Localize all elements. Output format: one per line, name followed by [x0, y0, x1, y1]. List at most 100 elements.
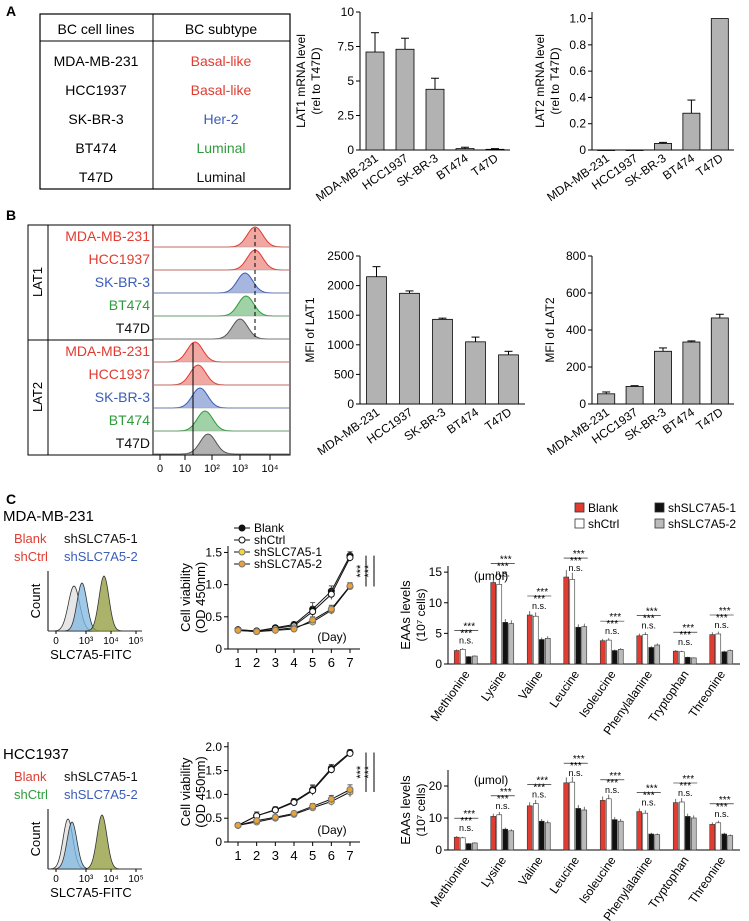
- series-point-shCtrl: [346, 749, 354, 757]
- significance-label: ***: [719, 795, 731, 806]
- bar-shCtrl: [642, 812, 649, 851]
- y-tick-label: 10: [341, 5, 355, 19]
- series-point-shSLC7A5-2: [290, 809, 298, 817]
- table-cell-line: BT474: [75, 140, 116, 156]
- y-tick-label: 7.5: [337, 40, 354, 54]
- histogram-row-label: T47D: [116, 435, 150, 451]
- histogram-x-tick-label: 10: [179, 463, 191, 475]
- bar-shSLC7A5-1: [538, 639, 545, 665]
- ns-label: n.s.: [495, 569, 510, 579]
- significance-label: ***: [679, 630, 691, 641]
- significance-label: ***: [570, 761, 582, 772]
- x-tick-label: 3: [272, 848, 279, 863]
- x-tick-label: T47D: [469, 151, 501, 179]
- y-tick-label: 500: [334, 367, 354, 381]
- y-tick-label: 0: [579, 397, 586, 411]
- significance-label: ***: [363, 564, 375, 578]
- y-axis-label: EAAs levels: [398, 580, 413, 650]
- bar-HCC1937: [625, 386, 644, 405]
- histogram-x-tick-label: 10²: [204, 463, 220, 475]
- ns-label: n.s.: [495, 801, 510, 811]
- significance-label: ***: [533, 783, 545, 794]
- bar-shCtrl: [496, 584, 503, 665]
- y-tick-label: 2.5: [337, 109, 354, 123]
- significance-label: ***: [716, 613, 728, 624]
- x-tick-label: Leucine: [547, 853, 583, 896]
- significance-label: ***: [573, 549, 585, 560]
- table-header-cell-lines: BC cell lines: [57, 21, 134, 37]
- bar-SK-BR-3: [654, 350, 672, 405]
- table-cell-line: T47D: [79, 169, 113, 185]
- legend-marker: [238, 548, 246, 556]
- y-axis-label: MFI of LAT2: [543, 297, 557, 362]
- y-tick-label: 2.0: [205, 740, 222, 754]
- flow-x-tick-label: 10⁵: [128, 636, 143, 647]
- bar-shSLC7A5-2: [690, 657, 697, 665]
- table-cell-subtype: Her-2: [203, 111, 238, 127]
- y-tick-label: 0.6: [569, 64, 586, 78]
- legend-swatch: [654, 518, 665, 529]
- panel-label-a: A: [6, 3, 16, 19]
- ns-label: n.s.: [678, 637, 693, 647]
- significance-label: ***: [682, 623, 694, 634]
- bar-Blank: [490, 582, 497, 665]
- bar-shSLC7A5-2: [654, 834, 661, 851]
- flow-y-label: Count: [28, 821, 43, 856]
- bar-Blank: [709, 634, 716, 665]
- y-tick-label: 0: [215, 835, 222, 849]
- y-tick-label: 400: [566, 323, 586, 337]
- series-point-shSLC7A5-2: [253, 817, 261, 825]
- histogram-row-label: BT474: [109, 412, 150, 428]
- y-axis-label: MFI of LAT1: [303, 297, 317, 362]
- bar-shSLC7A5-2: [544, 822, 551, 851]
- series-point-shSLC7A5-2: [346, 786, 354, 794]
- histogram-panel: LAT1 LAT2 MDA-MB-231 HCC1937 SK-BR-3 BT474 T…: [27, 224, 291, 475]
- flow-legend-item: shSLC7A5-2: [64, 549, 138, 564]
- x-tick-label: 1: [234, 655, 241, 670]
- y-tick-label: 1.5: [205, 545, 222, 559]
- bar-shSLC7A5-2: [508, 623, 515, 665]
- significance-label: ***: [573, 754, 585, 765]
- bar-chart-lat1_mrna: 02.557.510MDA-MB-231HCC1937SK-BR-3BT474T…: [294, 5, 510, 204]
- bar-MDA-MB-231: [597, 149, 616, 151]
- histogram-x-tick-label: 10³: [232, 463, 248, 475]
- bar-shSLC7A5-2: [508, 830, 515, 851]
- x-tick-label: T47D: [693, 151, 725, 179]
- legend-marker: [238, 560, 246, 568]
- flow-legend-item: Blank: [14, 769, 47, 784]
- histogram-row-label: SK-BR-3: [95, 389, 150, 405]
- panel-label-c: C: [6, 491, 16, 507]
- y-tick-label: 0.5: [205, 610, 222, 624]
- y-tick-label: 5: [435, 626, 442, 640]
- significance-label: ***: [536, 587, 548, 598]
- y-tick-label: 0.2: [569, 117, 586, 131]
- x-tick-label: Lysine: [478, 853, 509, 889]
- series-point-shSLC7A5-2: [253, 628, 261, 636]
- bar-shSLC7A5-1: [684, 656, 691, 665]
- table-cell-line: SK-BR-3: [68, 111, 123, 127]
- bar-Blank: [453, 650, 460, 665]
- legend-label: shSLC7A5-2: [254, 557, 322, 571]
- cell-line-title: HCC1937: [3, 746, 69, 763]
- significance-label: ***: [719, 606, 731, 617]
- x-tick-label: 7: [346, 848, 353, 863]
- bar-shCtrl: [459, 648, 466, 665]
- series-point-shSLC7A5-2: [290, 625, 298, 633]
- x-axis-label: (Day): [317, 823, 346, 837]
- series-point-shCtrl: [271, 806, 279, 814]
- series-point-shCtrl: [309, 787, 317, 795]
- bar-shCtrl: [496, 814, 503, 851]
- ns-label: n.s.: [568, 768, 583, 778]
- legend-marker: [238, 524, 246, 532]
- x-tick-label: 6: [328, 655, 335, 670]
- bar-shSLC7A5-2: [471, 655, 478, 665]
- significance-label: ***: [643, 614, 655, 625]
- bar-shCtrl: [715, 633, 722, 665]
- x-axis-label: (Day): [317, 630, 346, 644]
- flow-legend-item: Blank: [14, 531, 47, 546]
- bar-shCtrl: [642, 634, 649, 665]
- series-point-shSLC7A5-2: [309, 802, 317, 810]
- histogram-curve: [153, 364, 290, 386]
